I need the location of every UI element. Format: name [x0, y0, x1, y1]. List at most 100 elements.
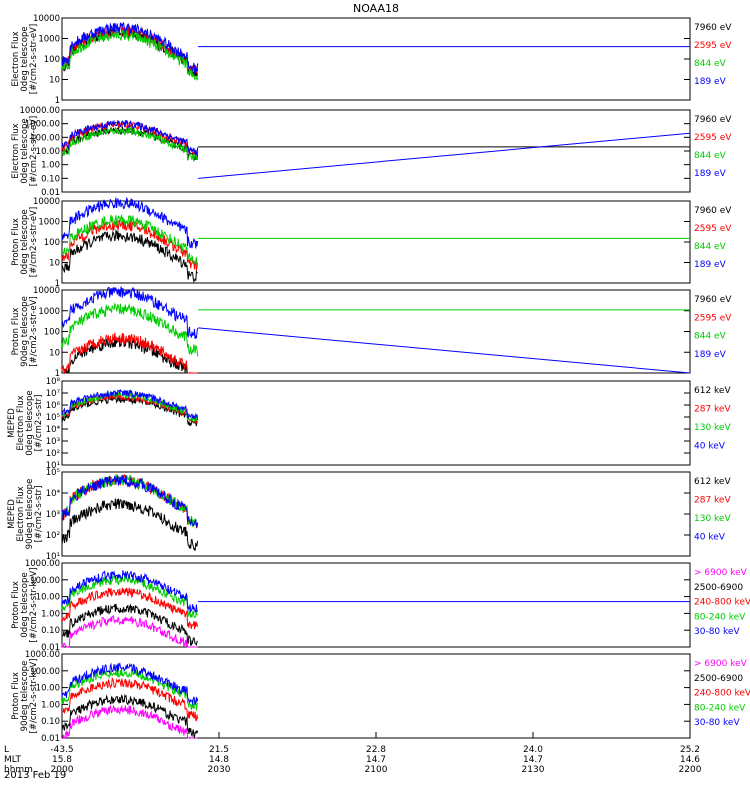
x-row-label: MLT: [4, 755, 22, 765]
y-tick-label: 10.00: [36, 593, 60, 603]
y-tick-label: 10.00: [36, 684, 60, 694]
series-line: [61, 668, 199, 711]
x-tick-label: 14.6: [680, 755, 700, 765]
series-line: [61, 570, 198, 614]
panel-frame: [61, 380, 691, 466]
series-line: [61, 213, 198, 266]
x-axis-labels: LMLThhmm-43.515.8200021.514.8203022.814.…: [4, 732, 702, 775]
panel-frame: [61, 562, 691, 648]
x-tick-label: 24.0: [523, 745, 543, 755]
y-tick-label: 10⁴: [46, 489, 61, 499]
y-tick-label: 10⁵: [46, 468, 60, 478]
legend-label: 189 eV: [694, 169, 727, 179]
legend-label: 2595 eV: [694, 313, 732, 323]
date-label: 2013 Feb 19: [4, 770, 66, 781]
series-line: [61, 22, 199, 74]
series-line: [61, 286, 199, 339]
x-tick-label: 2030: [208, 765, 231, 775]
series-line: [61, 219, 199, 271]
y-tick-label: 10⁸: [46, 377, 61, 387]
y-axis-title: MEPED: [7, 499, 17, 529]
legend-label: 2595 eV: [694, 224, 732, 234]
y-tick-label: 10000: [33, 286, 60, 296]
legend-label: 7960 eV: [694, 206, 732, 216]
legend-label: 2595 eV: [694, 41, 732, 51]
x-tick-label: 14.7: [523, 755, 543, 765]
x-tick-label: -43.5: [50, 745, 73, 755]
y-tick-label: 1: [55, 96, 60, 106]
x-tick-label: 14.8: [209, 755, 229, 765]
y-tick-label: 0.10: [41, 717, 60, 727]
legend-label: 844 eV: [694, 151, 727, 161]
y-axis-title: 90deg telescope: [20, 296, 30, 367]
legend-label: 189 eV: [694, 260, 727, 270]
y-tick-label: 1.00: [41, 161, 60, 171]
y-tick-label: 10⁶: [46, 401, 61, 411]
panel-7: 0.01 0.10 1.00 10.00 100.00 1000.00 Proton Flu…: [11, 559, 750, 653]
legend-label: 2500-6900: [694, 583, 743, 593]
panel-8: 0.01 0.10 1.00 10.00 100.00 1000.00 Proton Flu…: [11, 650, 750, 744]
legend-label: 7960 eV: [694, 115, 732, 125]
y-axis-title: Proton Flux: [11, 581, 21, 629]
x-tick-label: 21.5: [209, 745, 229, 755]
panel-6: 10¹ 10² 10³ 10⁴ 10⁵ MEPED Electron Flux 90deg t…: [7, 468, 731, 562]
y-axis-title: Electron Flux: [11, 123, 21, 178]
x-tick-label: 14.7: [366, 755, 386, 765]
y-axis-title: [#/cm2-s-str-eV]: [29, 207, 39, 277]
legend-label: 130 keV: [694, 423, 731, 433]
y-tick-label: 10¹: [46, 461, 60, 471]
panel-3: 1 10 100 1000 10000 Proton Flux 0deg telescope…: [11, 196, 732, 289]
legend-label: 240-800 keV: [694, 598, 750, 608]
legend-label: 7960 eV: [694, 23, 732, 33]
panel-frame: [61, 17, 691, 101]
series-line: [61, 615, 198, 649]
y-axis-title: Proton Flux: [11, 308, 21, 356]
y-axis-title: 0deg telescope: [20, 118, 30, 183]
legend-label: > 6900 keV: [694, 568, 748, 578]
legend-label: 612 keV: [694, 386, 731, 396]
panel-frame: [61, 653, 691, 739]
y-tick-label: 1000: [38, 35, 60, 45]
series-line: [61, 332, 198, 375]
legend-label: 40 keV: [694, 442, 726, 452]
legend-label: 844 eV: [694, 59, 727, 69]
y-tick-label: 10¹: [46, 552, 60, 562]
y-axis-title: MEPED: [7, 408, 17, 438]
legend-label: 40 keV: [694, 533, 726, 543]
y-axis-title: 0deg telescope: [20, 209, 30, 274]
y-tick-label: 10.00: [36, 147, 60, 157]
x-tick-label: 2100: [365, 765, 388, 775]
y-tick-label: 100.00: [30, 576, 60, 586]
x-tick-label: 15.8: [52, 755, 72, 765]
legend-label: 2500-6900: [694, 674, 743, 684]
x-row-label: hhmm: [4, 765, 33, 775]
panel-2: 0.01 0.10 1.00 10.00 100.00 1000.00 10000.00 El…: [11, 106, 732, 198]
y-tick-label: 0.01: [41, 188, 60, 198]
legend-label: 189 eV: [694, 350, 727, 360]
y-tick-label: 1000.00: [25, 559, 60, 569]
y-tick-label: 10²: [46, 449, 60, 459]
y-axis-title: [#/cm2-s-str]: [34, 486, 44, 543]
series-line: [198, 132, 691, 179]
x-row-label: L: [4, 745, 9, 755]
series-line: [61, 603, 198, 647]
y-tick-label: 100: [44, 328, 60, 338]
legend-label: 130 keV: [694, 514, 731, 524]
legend-label: 189 eV: [694, 77, 727, 87]
x-tick-label: 2130: [522, 765, 545, 775]
y-tick-label: 1: [55, 369, 60, 379]
series-line: [61, 676, 199, 722]
y-tick-label: 10⁴: [46, 425, 61, 435]
series-line: [61, 119, 199, 156]
y-axis-title: [#/cm2-s-str-eV]: [29, 24, 39, 94]
y-axis-title: [#/cm2-s-str-eV]: [29, 116, 39, 186]
y-tick-label: 10⁷: [46, 389, 61, 399]
series-line: [61, 704, 198, 740]
y-tick-label: 10000.00: [19, 106, 60, 116]
series-line: [61, 302, 199, 357]
legend-label: 844 eV: [694, 332, 727, 342]
series-line: [61, 587, 199, 630]
legend-label: 287 keV: [694, 496, 731, 506]
